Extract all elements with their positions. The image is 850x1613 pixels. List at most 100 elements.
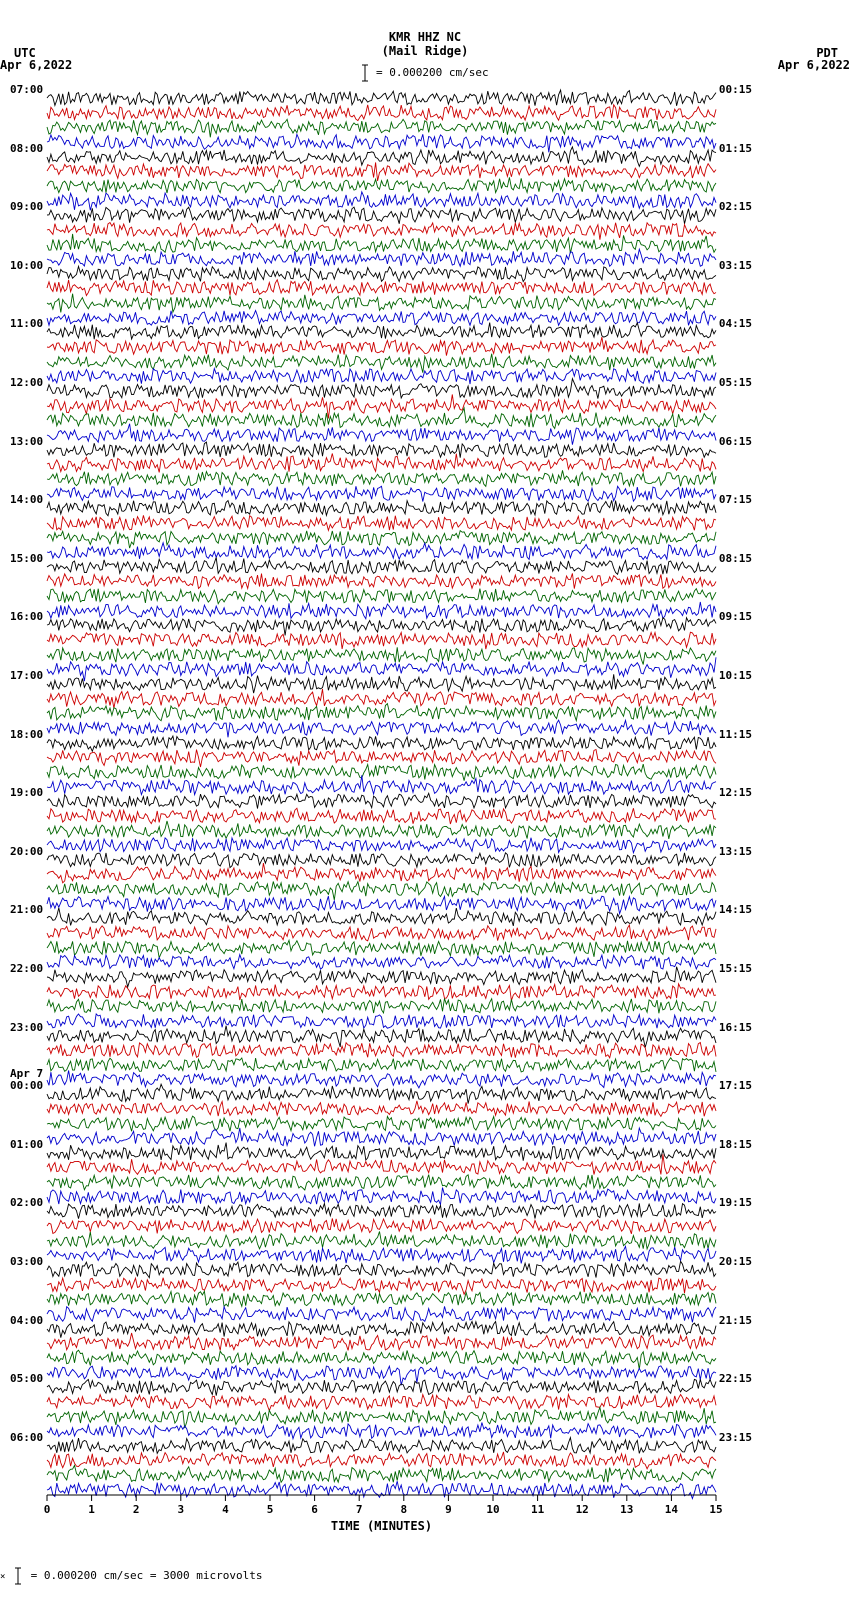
trace-row xyxy=(47,1231,716,1246)
utc-time-label: 15:00 xyxy=(10,552,43,565)
x-tick-label: 14 xyxy=(665,1503,678,1516)
trace-row xyxy=(47,1480,716,1495)
trace-row xyxy=(47,1055,716,1070)
trace-row xyxy=(47,1377,716,1392)
utc-time-label: 14:00 xyxy=(10,493,43,506)
date-right: Apr 6,2022 xyxy=(778,58,850,72)
header: KMR HHZ NC (Mail Ridge) = 0.000200 cm/se… xyxy=(0,30,850,82)
utc-time-label: 23:00 xyxy=(10,1021,43,1034)
x-tick-label: 0 xyxy=(44,1503,51,1516)
scale-text: = 0.000200 cm/sec xyxy=(376,66,489,79)
station-location: (Mail Ridge) xyxy=(0,44,850,58)
utc-time-label: 19:00 xyxy=(10,786,43,799)
trace-row xyxy=(47,571,716,586)
utc-time-label: 05:00 xyxy=(10,1372,43,1385)
trace-row xyxy=(47,923,716,938)
trace-row xyxy=(47,879,716,894)
trace-row xyxy=(47,1011,716,1026)
pdt-time-label: 09:15 xyxy=(719,610,752,623)
trace-row xyxy=(47,308,716,323)
trace-row xyxy=(47,1275,716,1290)
trace-row xyxy=(47,161,716,176)
trace-row xyxy=(47,132,716,147)
scale-indicator: = 0.000200 cm/sec xyxy=(0,64,850,82)
pdt-time-label: 11:15 xyxy=(719,728,752,741)
trace-row xyxy=(47,777,716,792)
trace-row xyxy=(47,908,716,923)
trace-row xyxy=(47,542,716,557)
trace-row xyxy=(47,410,716,425)
pdt-time-label: 03:15 xyxy=(719,259,752,272)
pdt-time-label: 23:15 xyxy=(719,1431,752,1444)
utc-time-label: 13:00 xyxy=(10,435,43,448)
footnote: × = 0.000200 cm/sec = 3000 microvolts xyxy=(0,1567,262,1585)
trace-row xyxy=(47,864,716,879)
trace-row xyxy=(47,1348,716,1363)
trace-row xyxy=(47,366,716,381)
utc-time-label: 00:00 xyxy=(10,1079,43,1092)
trace-row xyxy=(47,806,716,821)
trace-row xyxy=(47,293,716,308)
pdt-time-label: 02:15 xyxy=(719,200,752,213)
trace-row xyxy=(47,249,716,264)
trace-row xyxy=(47,147,716,162)
pdt-time-label: 06:15 xyxy=(719,435,752,448)
trace-row xyxy=(47,762,716,777)
trace-row xyxy=(47,264,716,279)
trace-row xyxy=(47,1099,716,1114)
utc-time-label: 18:00 xyxy=(10,728,43,741)
trace-row xyxy=(47,176,716,191)
utc-time-label: 12:00 xyxy=(10,376,43,389)
trace-row xyxy=(47,1201,716,1216)
trace-row xyxy=(47,1260,716,1275)
trace-row xyxy=(47,205,716,220)
trace-row xyxy=(47,454,716,469)
trace-row xyxy=(47,586,716,601)
utc-time-label: 11:00 xyxy=(10,317,43,330)
trace-row xyxy=(47,1040,716,1055)
trace-row xyxy=(47,1436,716,1451)
pdt-time-label: 22:15 xyxy=(719,1372,752,1385)
pdt-time-label: 00:15 xyxy=(719,83,752,96)
trace-row xyxy=(47,689,716,704)
trace-row xyxy=(47,982,716,997)
x-tick-label: 6 xyxy=(311,1503,318,1516)
trace-row xyxy=(47,791,716,806)
trace-row xyxy=(47,117,716,132)
trace-row xyxy=(47,1070,716,1085)
pdt-time-label: 04:15 xyxy=(719,317,752,330)
station-title: KMR HHZ NC xyxy=(0,30,850,44)
x-tick-label: 15 xyxy=(709,1503,722,1516)
date-left: Apr 6,2022 xyxy=(0,58,72,72)
trace-row xyxy=(47,1143,716,1158)
x-tick-label: 8 xyxy=(400,1503,407,1516)
utc-time-label: 09:00 xyxy=(10,200,43,213)
footnote-text: = 0.000200 cm/sec = 3000 microvolts xyxy=(31,1569,263,1582)
trace-row xyxy=(47,1187,716,1202)
trace-row xyxy=(47,337,716,352)
trace-row xyxy=(47,235,716,250)
trace-row xyxy=(47,1392,716,1407)
pdt-time-label: 05:15 xyxy=(719,376,752,389)
trace-row xyxy=(47,1319,716,1334)
x-tick-label: 4 xyxy=(222,1503,229,1516)
trace-row xyxy=(47,996,716,1011)
utc-time-label: 21:00 xyxy=(10,903,43,916)
trace-row xyxy=(47,674,716,689)
trace-row xyxy=(47,1157,716,1172)
trace-row xyxy=(47,967,716,982)
x-tick-label: 10 xyxy=(486,1503,499,1516)
pdt-time-label: 08:15 xyxy=(719,552,752,565)
utc-time-label: 10:00 xyxy=(10,259,43,272)
pdt-time-label: 14:15 xyxy=(719,903,752,916)
trace-row xyxy=(47,821,716,836)
trace-row xyxy=(47,440,716,455)
trace-row xyxy=(47,1304,716,1319)
x-tick-label: 7 xyxy=(356,1503,363,1516)
pdt-time-label: 21:15 xyxy=(719,1314,752,1327)
trace-row xyxy=(47,322,716,337)
trace-row xyxy=(47,1289,716,1304)
trace-row xyxy=(47,528,716,543)
trace-row xyxy=(47,220,716,235)
trace-row xyxy=(47,1450,716,1465)
